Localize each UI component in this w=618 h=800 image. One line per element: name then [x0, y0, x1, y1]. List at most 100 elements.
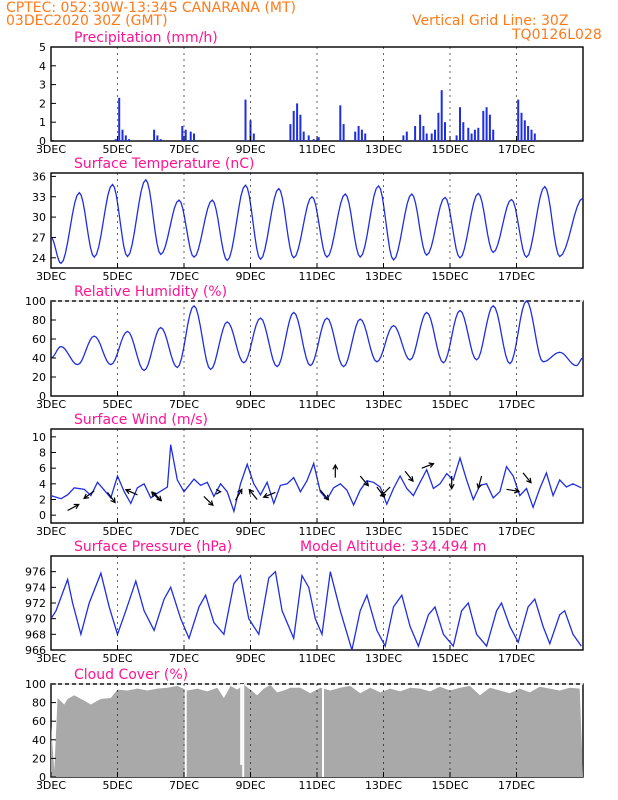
x-tick-label: 9DEC [235, 652, 265, 665]
x-tick-label: 9DEC [235, 525, 265, 538]
x-tick-label: 7DEC [169, 779, 199, 792]
precip-bar [244, 99, 247, 141]
y-tick-label: 80 [32, 697, 46, 710]
precip-bar [517, 99, 520, 141]
precip-bar [312, 139, 315, 141]
precip-bar [444, 122, 446, 141]
x-tick-label: 13DEC [365, 779, 402, 792]
precip-bar [434, 129, 436, 141]
wind-arrow-head [323, 494, 330, 501]
panel-rh: Relative Humidity (%) 0 20 40 60 80 100 3DEC 5DE… [25, 284, 584, 411]
x-tick-label: 7DEC [169, 525, 199, 538]
y-tick-label: 20 [32, 371, 46, 384]
precip-bar [128, 139, 131, 141]
wind-arrow [477, 475, 483, 489]
humidity-line [50, 300, 584, 372]
cloud-gap [184, 684, 187, 777]
precip-bar [414, 126, 417, 141]
precip-bar [520, 112, 523, 141]
wind-arrow [125, 489, 138, 496]
panel-title: Precipitation (mm/h) [74, 30, 218, 46]
precip-bar [181, 126, 184, 141]
x-tick-label: 15DEC [431, 270, 468, 283]
precip-bar [184, 129, 187, 141]
x-tick-label: 9DEC [235, 779, 265, 792]
precip-bar [342, 124, 345, 141]
wind-arrow-head [408, 476, 414, 483]
panel-title: Surface Wind (m/s) [74, 412, 208, 428]
panel-title: Relative Humidity (%) [74, 284, 227, 300]
cloud-area [51, 684, 583, 777]
y-tick-label: 40 [32, 352, 46, 365]
cloud-gap [242, 684, 245, 777]
precip-bar [124, 135, 127, 141]
wind-arrow [404, 470, 414, 482]
y-tick-label: 2 [39, 494, 46, 507]
panel-title: Surface Temperature (nC) [74, 156, 255, 172]
y-tick-label: 2 [39, 97, 46, 110]
panel-press: Surface Pressure (hPa) Model Altitude: 33… [25, 539, 584, 665]
wind-arrow-head [110, 497, 116, 504]
x-tick-label: 17DEC [498, 779, 535, 792]
wind-arrow [506, 488, 520, 492]
y-tick-label: 972 [25, 597, 46, 610]
x-tick-label: 11DEC [298, 398, 335, 411]
y-tick-label: 0 [39, 509, 46, 522]
y-tick-label: 0 [39, 135, 46, 148]
y-tick-label: 100 [25, 678, 46, 691]
y-tick-label: 8 [39, 447, 46, 460]
wind-arrow-head [207, 500, 214, 507]
wind-arrow-head [150, 491, 157, 498]
x-tick-label: 9DEC [235, 398, 265, 411]
wind-arrow-head [124, 488, 131, 495]
precip-bar [292, 110, 295, 141]
panel-wind: Surface Wind (m/s) 0 2 4 6 8 10 3DEC 5DEC 7DEC 9DE… [32, 412, 584, 538]
y-tick-label: 80 [32, 314, 46, 327]
x-tick-label: 11DEC [298, 779, 335, 792]
y-tick-label: 20 [32, 752, 46, 765]
x-tick-label: 5DEC [102, 398, 132, 411]
x-tick-label: 3DEC [36, 143, 66, 156]
precip-bar [455, 135, 458, 141]
precip-bar [193, 133, 195, 141]
precip-bar [437, 112, 440, 141]
y-tick-label: 3 [39, 79, 46, 92]
wind-arrow-head [215, 488, 222, 495]
precip-bar [473, 129, 476, 141]
precip-bar [488, 114, 491, 141]
y-tick-label: 974 [25, 581, 46, 594]
panel-title: Cloud Cover (%) [74, 667, 188, 683]
x-tick-label: 3DEC [36, 398, 66, 411]
header-code: TQ0126L028 [512, 27, 602, 43]
precip-bar [296, 103, 299, 141]
precip-bar [462, 122, 465, 141]
precip-bar [249, 120, 252, 141]
precip-bar [252, 133, 255, 141]
x-tick-label: 13DEC [365, 270, 402, 283]
panel-precip: Precipitation (mm/h) 0 1 2 3 4 5 3DEC 5DEC 7DEC 9D… [36, 30, 584, 156]
y-tick-label: 10 [32, 431, 46, 444]
x-tick-label: 7DEC [169, 143, 199, 156]
precip-bar [307, 135, 310, 141]
wind-arrow-head [380, 490, 387, 497]
header-line2: 03DEC2020 30Z (GMT) [6, 13, 168, 29]
x-tick-label: 15DEC [431, 143, 468, 156]
y-tick-label: 36 [32, 170, 46, 183]
x-tick-label: 9DEC [235, 143, 265, 156]
wind-arrow-head [262, 492, 269, 499]
precip-bar [405, 131, 408, 141]
precip-bar [121, 129, 124, 141]
x-tick-label: 15DEC [431, 525, 468, 538]
y-tick-label: 24 [32, 252, 46, 265]
precip-bar [156, 135, 159, 141]
y-tick-label: 27 [32, 232, 46, 245]
panel-cloud: Cloud Cover (%) 0 20 40 60 80 100 3DEC 5DEC 7DEC 9… [25, 667, 584, 792]
wind-arrow [263, 491, 276, 498]
precip-bar [485, 107, 488, 141]
x-tick-label: 13DEC [365, 398, 402, 411]
y-tick-label: 970 [25, 613, 46, 626]
precip-bar [289, 124, 292, 141]
precip-bar [477, 127, 480, 141]
precip-bar [422, 126, 425, 141]
precip-bar [482, 110, 485, 141]
